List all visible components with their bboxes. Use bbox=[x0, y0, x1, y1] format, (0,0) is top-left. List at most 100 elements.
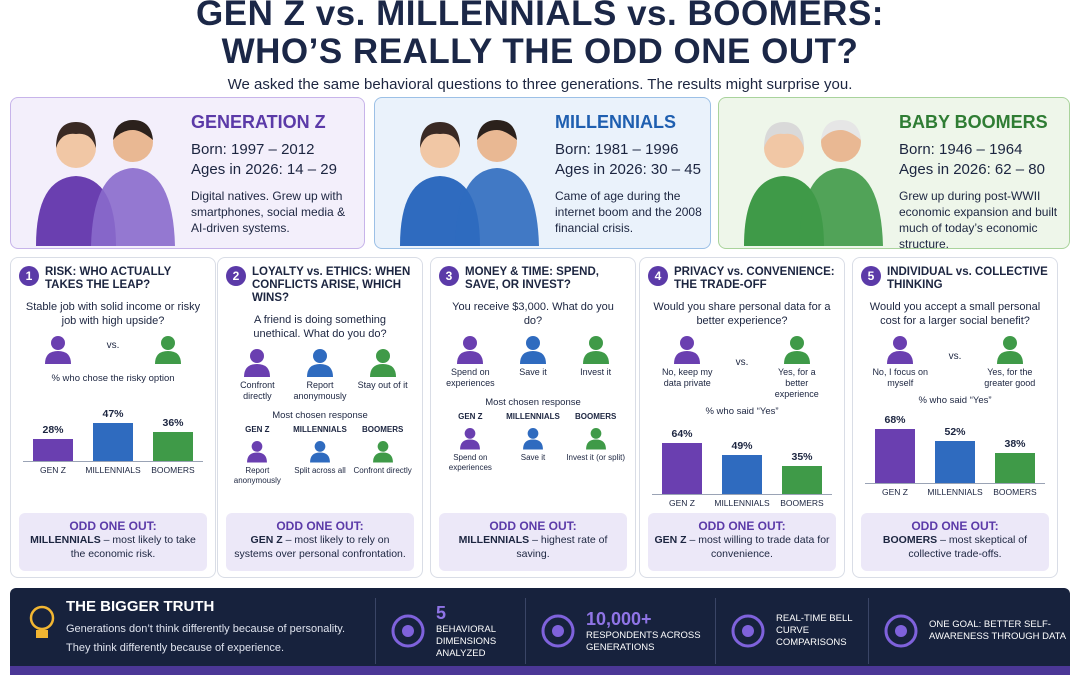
description: Digital natives. Grew up with smartphone… bbox=[191, 189, 346, 235]
stat: ONE GOAL: BETTER SELF-AWARENESS THROUGH … bbox=[868, 598, 1068, 664]
panel-number: 5 bbox=[861, 266, 881, 286]
icon-art bbox=[457, 336, 484, 364]
question-panel: 1 RISK: WHO ACTUALLY TAKES THE LEAP? Stabl… bbox=[10, 257, 216, 578]
icon bbox=[520, 426, 546, 450]
icon bbox=[151, 334, 185, 364]
footer-strip bbox=[10, 666, 1070, 675]
option: Spend on experiences bbox=[440, 334, 500, 389]
stat-icon bbox=[390, 613, 426, 649]
icon-art bbox=[582, 336, 609, 364]
odd-one-out: ODD ONE OUT: GEN Z – most willing to trad… bbox=[648, 513, 836, 571]
subtitle: We asked the same behavioral questions t… bbox=[227, 76, 853, 93]
option: Invest it bbox=[566, 334, 626, 378]
responses: GEN Z Spend on experiences MILLENNIALS Save… bbox=[439, 412, 627, 473]
option-label: Report anonymously bbox=[293, 380, 347, 401]
stat-label: REAL-TIME BELL CURVE COMPARISONS bbox=[776, 613, 853, 648]
description: Grew up during post-WWII economic expans… bbox=[899, 189, 1058, 251]
answer: Split across all bbox=[294, 466, 346, 475]
panel-header: 3 MONEY & TIME: SPEND, SAVE, OR INVEST? bbox=[439, 266, 627, 292]
stat-icon bbox=[883, 613, 919, 649]
responses: GEN Z Report anonymously MILLENNIALS Split … bbox=[226, 425, 414, 486]
icon bbox=[516, 334, 550, 364]
value-label: 38% bbox=[1004, 437, 1026, 450]
vs: vs. bbox=[735, 356, 749, 368]
icon bbox=[883, 334, 917, 364]
answer: Spend on experiences bbox=[448, 453, 492, 472]
chart-caption: % who said “Yes” bbox=[705, 406, 779, 417]
odd-group: GEN Z bbox=[654, 534, 687, 546]
bar-column: 28% bbox=[28, 424, 78, 461]
stat-art bbox=[541, 614, 575, 648]
icon-art bbox=[887, 336, 914, 364]
options: Spend on experiences Save it Invest it bbox=[439, 334, 627, 389]
icon-art bbox=[369, 349, 396, 377]
question: Would you accept a small personal cost f… bbox=[869, 301, 1041, 327]
icon-art bbox=[310, 441, 330, 463]
icon bbox=[780, 334, 814, 364]
group-label: BOOMERS bbox=[361, 425, 404, 434]
odd-label: ODD ONE OUT: bbox=[698, 519, 786, 533]
odd-group: GEN Z bbox=[250, 534, 283, 546]
odd-label: ODD ONE OUT: bbox=[911, 519, 999, 533]
chart-caption: % who chose the risky option bbox=[51, 373, 175, 384]
icon-art bbox=[523, 428, 543, 450]
title-line: WHO’S REALLY THE ODD ONE OUT? bbox=[221, 32, 859, 71]
bar-chart: 64% 49% 35% bbox=[652, 417, 832, 495]
odd-summary: MILLENNIALS – most likely to take the ec… bbox=[25, 533, 201, 561]
vs: vs. bbox=[948, 351, 962, 362]
response-column: MILLENNIALS Save it bbox=[503, 412, 563, 473]
bar-column: 36% bbox=[148, 417, 198, 461]
panel-number: 4 bbox=[648, 266, 668, 286]
value-label: 28% bbox=[42, 423, 64, 436]
options: No, I focus on myself vs. Yes, for the gre… bbox=[861, 334, 1049, 389]
stat-text: 5 BEHAVIORAL DIMENSIONS ANALYZED bbox=[436, 603, 523, 660]
responses-caption: Most chosen response bbox=[272, 410, 368, 421]
vs: vs. bbox=[106, 340, 120, 351]
categories: GEN Z MILLENNIALS BOOMERS bbox=[865, 487, 1045, 497]
icon-art bbox=[783, 336, 810, 364]
icon bbox=[370, 439, 396, 463]
response-column: BOOMERS Invest it (or split) bbox=[566, 412, 626, 473]
bar bbox=[722, 454, 762, 494]
category-label: BOOMERS bbox=[993, 487, 1037, 497]
odd-text: – most willing to trade data for conveni… bbox=[689, 534, 830, 560]
portrait bbox=[385, 108, 550, 246]
odd-one-out: ODD ONE OUT: GEN Z – most likely to rely … bbox=[226, 513, 414, 571]
option: Report anonymously bbox=[290, 347, 350, 402]
bar-column: 49% bbox=[717, 440, 767, 494]
icon-art bbox=[585, 428, 606, 450]
value-label: 52% bbox=[944, 426, 966, 439]
icon bbox=[307, 439, 333, 463]
panel-number: 3 bbox=[439, 266, 459, 286]
footer: THE BIGGER TRUTH Generations don’t think … bbox=[10, 588, 1070, 675]
bar-column: 68% bbox=[870, 414, 920, 483]
portrait bbox=[729, 108, 894, 246]
category-label: MILLENNIALS bbox=[927, 487, 983, 497]
option: Confront directly bbox=[227, 347, 287, 402]
panel-header: 5 INDIVIDUAL vs. COLLECTIVE THINKING bbox=[861, 266, 1049, 292]
bar bbox=[93, 423, 133, 461]
icon-art bbox=[674, 336, 701, 364]
category-label: GEN Z bbox=[669, 498, 695, 508]
category-label: GEN Z bbox=[882, 487, 908, 497]
bar bbox=[33, 438, 73, 461]
stat-label: ONE GOAL: BETTER SELF-AWARENESS THROUGH … bbox=[929, 619, 1067, 642]
generation-info: GENERATION Z Born: 1997 – 2012 Ages in 202… bbox=[191, 112, 356, 236]
group-label: MILLENNIALS bbox=[293, 425, 347, 434]
odd-group: MILLENNIALS bbox=[458, 534, 530, 546]
option-label: Yes, for a better experience bbox=[774, 367, 819, 399]
icon bbox=[993, 334, 1027, 364]
value-label: 49% bbox=[731, 439, 753, 452]
panel-header: 1 RISK: WHO ACTUALLY TAKES THE LEAP? bbox=[19, 266, 207, 292]
option-label: Stay out of it bbox=[357, 380, 408, 390]
group-label: BOOMERS bbox=[574, 412, 617, 421]
ages: Ages in 2026: 14 – 29 bbox=[191, 161, 337, 178]
stat-label: BEHAVIORAL DIMENSIONS ANALYZED bbox=[436, 623, 497, 659]
odd-label: ODD ONE OUT: bbox=[489, 519, 577, 533]
panel-title: MONEY & TIME: SPEND, SAVE, OR INVEST? bbox=[465, 266, 599, 291]
icon-art bbox=[247, 441, 268, 463]
odd-text: – most skeptical of collective trade-off… bbox=[908, 534, 1028, 560]
odd-summary: BOOMERS – most skeptical of collective t… bbox=[867, 533, 1043, 561]
generation-name: GENERATION Z bbox=[191, 112, 326, 132]
stat-art bbox=[391, 614, 425, 648]
